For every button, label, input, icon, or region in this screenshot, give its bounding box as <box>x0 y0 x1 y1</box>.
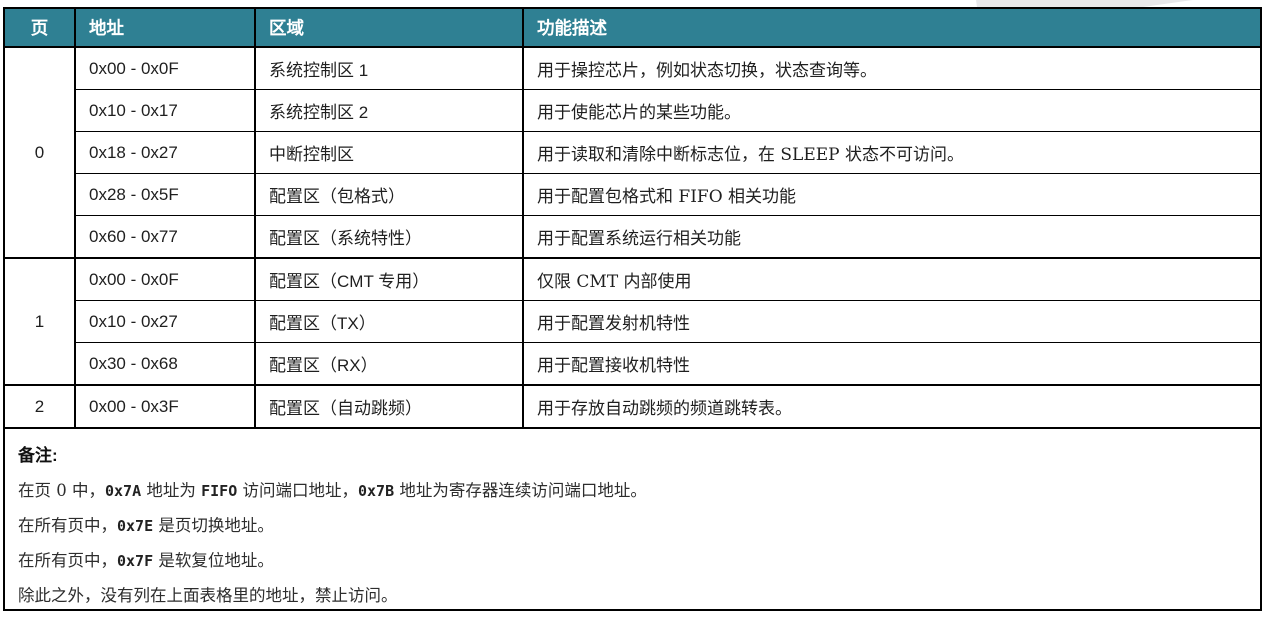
region-cell: 配置区（包格式） <box>254 173 524 216</box>
table-row: 0x30 - 0x68 配置区（RX） 用于配置接收机特性 <box>5 342 1260 386</box>
note-line: 除此之外，没有列在上面表格里的地址，禁止访问。 <box>18 586 1247 606</box>
region-cell: 中断控制区 <box>254 131 524 174</box>
description-cell: 用于配置系统运行相关功能 <box>522 215 1260 259</box>
region-cell: 系统控制区 2 <box>254 89 524 132</box>
note-line: 在页 0 中，0x7A 地址为 FIFO 访问端口地址，0x7B 地址为寄存器连… <box>18 481 1247 501</box>
address-cell: 0x00 - 0x0F <box>74 46 256 90</box>
table-row: 0x60 - 0x77 配置区（系统特性） 用于配置系统运行相关功能 <box>5 215 1260 259</box>
address-cell: 0x28 - 0x5F <box>74 173 256 216</box>
description-cell: 用于使能芯片的某些功能。 <box>522 89 1260 132</box>
hex-code: 0x7E <box>117 517 154 535</box>
address-cell: 0x00 - 0x0F <box>74 257 256 301</box>
table-row: 1 0x00 - 0x0F 配置区（CMT 专用） 仅限 CMT 内部使用 <box>5 257 1260 386</box>
table-row: 0 0x00 - 0x0F 系统控制区 1 用于操控芯片，例如状态切换，状态查询等。 <box>5 46 1260 259</box>
address-cell: 0x00 - 0x3F <box>74 384 256 427</box>
hex-code: 0x7F <box>117 552 154 570</box>
address-cell: 0x10 - 0x27 <box>74 300 256 343</box>
notes-section: 备注: 在页 0 中，0x7A 地址为 FIFO 访问端口地址，0x7B 地址为… <box>5 427 1260 606</box>
region-cell: 配置区（系统特性） <box>254 215 524 259</box>
hex-code: 0x7B <box>358 482 395 500</box>
description-cell: 用于配置接收机特性 <box>522 342 1260 386</box>
table-row: 0x10 - 0x17 系统控制区 2 用于使能芯片的某些功能。 <box>5 89 1260 132</box>
register-map-panel: 页 地址 区域 功能描述 0 0x00 - 0x0F 系统控制区 1 用于操控芯片，例… <box>3 7 1262 611</box>
note-text: 在所有页中， <box>18 551 117 570</box>
note-text: 除此之外，没有列在上面表格里的地址，禁止访问。 <box>18 586 398 605</box>
note-text: 地址为寄存器连续访问端口地址。 <box>394 481 647 500</box>
page-cell: 0 <box>5 46 76 259</box>
note-line: 在所有页中，0x7E 是页切换地址。 <box>18 516 1247 536</box>
table-body: 0 0x00 - 0x0F 系统控制区 1 用于操控芯片，例如状态切换，状态查询等。 0… <box>5 46 1260 427</box>
region-cell: 配置区（CMT 专用） <box>254 257 524 301</box>
page-cell: 1 <box>5 257 76 386</box>
note-text: 地址为 <box>141 481 202 500</box>
address-cell: 0x10 - 0x17 <box>74 89 256 132</box>
description-cell: 用于配置包格式和 FIFO 相关功能 <box>522 173 1260 216</box>
register-map-table: 页 地址 区域 功能描述 0 0x00 - 0x0F 系统控制区 1 用于操控芯片，例… <box>5 9 1260 427</box>
note-text: 是页切换地址。 <box>153 516 274 535</box>
note-text: 访问端口地址， <box>237 481 358 500</box>
address-cell: 0x30 - 0x68 <box>74 342 256 386</box>
hex-code: FIFO <box>201 482 238 500</box>
description-cell: 用于操控芯片，例如状态切换，状态查询等。 <box>522 46 1260 90</box>
table-header-row: 页 地址 区域 功能描述 <box>5 9 1260 48</box>
address-cell: 0x60 - 0x77 <box>74 215 256 259</box>
note-text: 在所有页中， <box>18 516 117 535</box>
note-text: 在页 0 中， <box>18 481 105 500</box>
region-cell: 配置区（自动跳频） <box>254 384 524 427</box>
description-cell: 仅限 CMT 内部使用 <box>522 257 1260 301</box>
page-cell: 2 <box>5 384 76 427</box>
region-cell: 配置区（TX） <box>254 300 524 343</box>
column-header-region: 区域 <box>254 9 524 48</box>
region-cell: 配置区（RX） <box>254 342 524 386</box>
table-row: 0x10 - 0x27 配置区（TX） 用于配置发射机特性 <box>5 300 1260 343</box>
description-cell: 用于读取和清除中断标志位，在 SLEEP 状态不可访问。 <box>522 131 1260 174</box>
notes-title: 备注: <box>18 446 58 465</box>
hex-code: 0x7A <box>105 482 142 500</box>
description-cell: 用于配置发射机特性 <box>522 300 1260 343</box>
note-line: 在所有页中，0x7F 是软复位地址。 <box>18 551 1247 571</box>
column-header-description: 功能描述 <box>522 9 1260 48</box>
table-row: 0x28 - 0x5F 配置区（包格式） 用于配置包格式和 FIFO 相关功能 <box>5 173 1260 216</box>
region-cell: 系统控制区 1 <box>254 46 524 90</box>
address-cell: 0x18 - 0x27 <box>74 131 256 174</box>
column-header-address: 地址 <box>74 9 256 48</box>
table-row: 0x18 - 0x27 中断控制区 用于读取和清除中断标志位，在 SLEEP 状态不… <box>5 131 1260 174</box>
column-header-page: 页 <box>5 9 76 48</box>
description-cell: 用于存放自动跳频的频道跳转表。 <box>522 384 1260 427</box>
notes-lines: 在页 0 中，0x7A 地址为 FIFO 访问端口地址，0x7B 地址为寄存器连… <box>18 481 1247 606</box>
table-row: 2 0x00 - 0x3F 配置区（自动跳频） 用于存放自动跳频的频道跳转表。 <box>5 384 1260 427</box>
note-text: 是软复位地址。 <box>153 551 274 570</box>
